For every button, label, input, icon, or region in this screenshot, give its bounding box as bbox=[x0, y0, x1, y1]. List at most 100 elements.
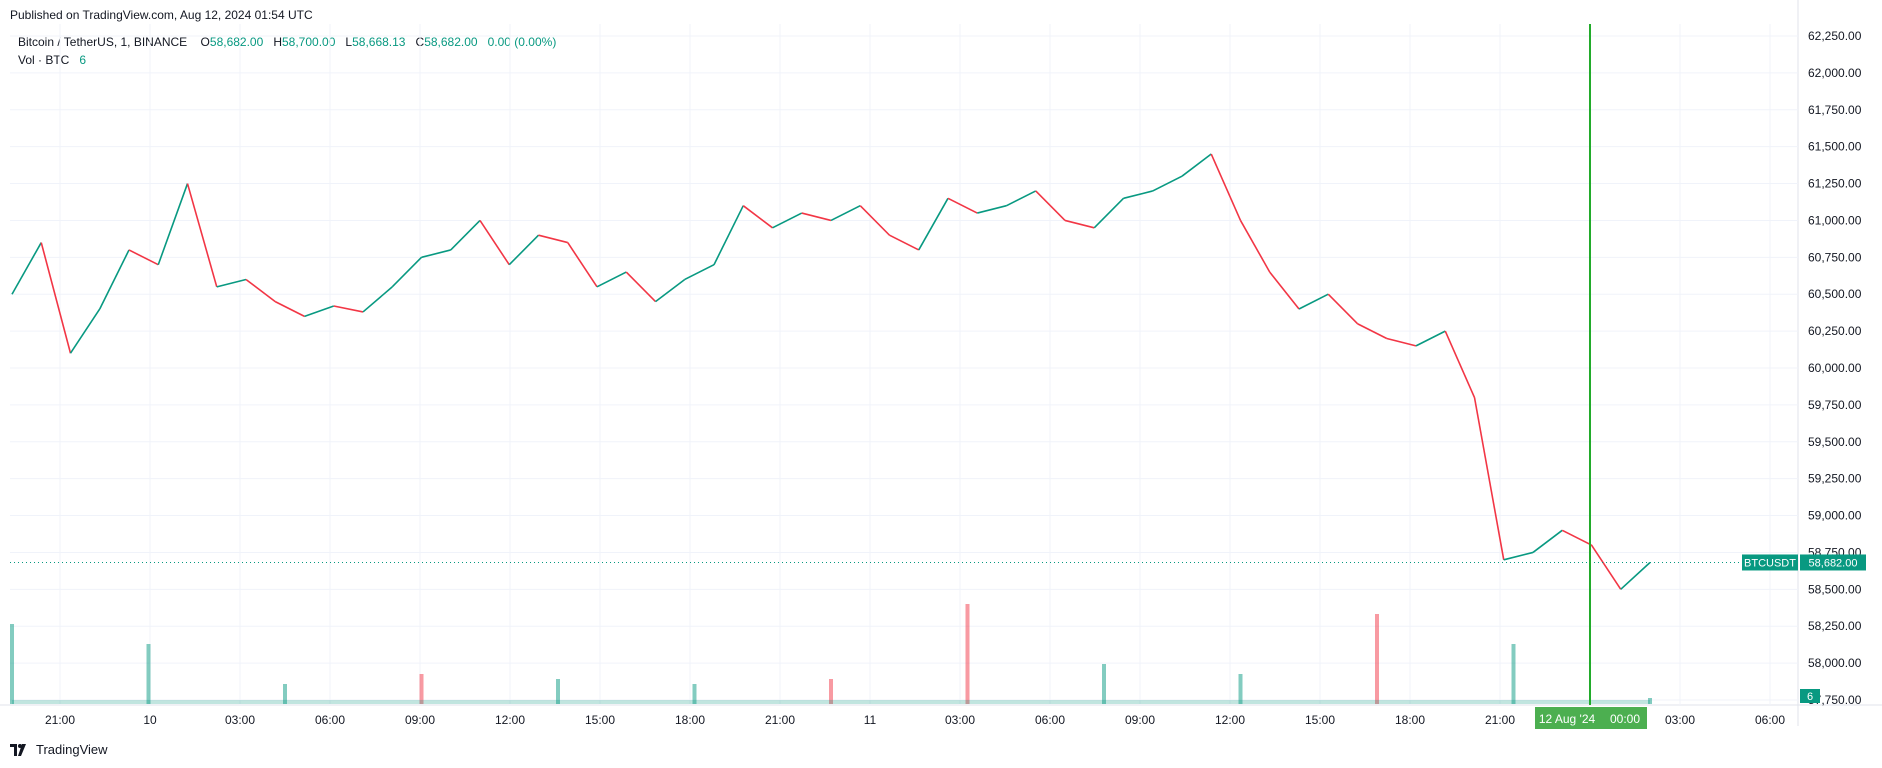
last-price-tag-bg bbox=[1800, 554, 1866, 571]
x-tick-label: 06:00 bbox=[1755, 713, 1785, 727]
price-segment bbox=[1035, 190, 1066, 222]
x-tick-label: 03:00 bbox=[1665, 713, 1695, 727]
price-segment bbox=[1386, 337, 1417, 347]
price-segment bbox=[1532, 529, 1563, 554]
volume-bar bbox=[829, 679, 833, 704]
y-tick-label: 59,750.00 bbox=[1808, 398, 1862, 412]
price-segment bbox=[1123, 190, 1153, 200]
symbol-tag-bg bbox=[1742, 554, 1798, 571]
open-value: 58,682.00 bbox=[209, 35, 264, 49]
x-tick-label: 12:00 bbox=[495, 713, 525, 727]
y-tick-label: 61,250.00 bbox=[1808, 177, 1862, 191]
y-tick-label: 61,000.00 bbox=[1808, 213, 1862, 227]
price-segment bbox=[1620, 561, 1651, 590]
volume-bar bbox=[1648, 698, 1652, 704]
price-segment bbox=[538, 234, 568, 244]
price-segment bbox=[128, 249, 159, 266]
price-segment bbox=[362, 286, 393, 313]
price-segment bbox=[1152, 175, 1183, 192]
x-tick-label: 03:00 bbox=[945, 713, 975, 727]
price-segment bbox=[977, 204, 1007, 214]
crosshair-date: 12 Aug '24 bbox=[1539, 712, 1596, 726]
price-segment bbox=[859, 205, 891, 236]
tradingview-logo-icon bbox=[10, 743, 26, 756]
low-value: 58,668.13 bbox=[352, 35, 406, 49]
price-segment bbox=[216, 278, 247, 288]
volume-baseline bbox=[12, 700, 1650, 704]
y-tick-label: 57,750.00 bbox=[1808, 693, 1862, 707]
price-segment bbox=[655, 278, 686, 303]
price-segment bbox=[40, 242, 72, 354]
x-tick-label: 11 bbox=[864, 713, 877, 727]
crosshair-date-badge bbox=[1535, 707, 1647, 729]
y-tick-label: 58,500.00 bbox=[1808, 582, 1862, 596]
price-segment bbox=[1415, 330, 1446, 347]
high-key: H bbox=[273, 35, 282, 49]
price-segment bbox=[1239, 220, 1271, 273]
volume-bar bbox=[146, 644, 151, 704]
price-segment bbox=[1210, 153, 1242, 221]
price-segment bbox=[69, 308, 101, 354]
price-segment bbox=[11, 242, 42, 295]
price-segment bbox=[567, 242, 598, 288]
volume-bar bbox=[1511, 644, 1516, 704]
volume-tag-bg bbox=[1800, 689, 1820, 703]
open-key: O bbox=[200, 35, 210, 49]
footer-brand[interactable]: TradingView bbox=[36, 742, 108, 757]
volume-bar bbox=[556, 679, 560, 704]
x-tick-label: 18:00 bbox=[1395, 713, 1425, 727]
y-tick-label: 58,250.00 bbox=[1808, 619, 1862, 633]
y-tick-label: 58,000.00 bbox=[1808, 656, 1862, 670]
x-tick-label: 06:00 bbox=[315, 713, 345, 727]
x-tick-label: 12:00 bbox=[1215, 713, 1245, 727]
volume-label[interactable]: Vol · BTC bbox=[18, 53, 70, 67]
x-tick-label: 15:00 bbox=[1305, 713, 1335, 727]
volume-bar bbox=[419, 674, 424, 704]
price-segment bbox=[421, 249, 451, 259]
price-segment bbox=[304, 305, 335, 318]
price-segment bbox=[1064, 219, 1095, 229]
y-tick-label: 62,250.00 bbox=[1808, 29, 1862, 43]
x-tick-label: 09:00 bbox=[405, 713, 435, 727]
symbol-tag: BTCUSDT bbox=[1744, 557, 1796, 569]
price-segment bbox=[1590, 544, 1622, 590]
last-price-tag: 58,682.00 bbox=[1809, 557, 1858, 569]
price-segment bbox=[1473, 397, 1505, 560]
price-segment bbox=[889, 234, 920, 251]
close-value: 58,682.00 bbox=[424, 35, 478, 49]
price-segment bbox=[274, 300, 305, 318]
price-segment bbox=[1503, 551, 1534, 561]
y-tick-label: 60,000.00 bbox=[1808, 361, 1862, 375]
price-segment bbox=[1269, 271, 1300, 310]
price-segment bbox=[333, 305, 364, 313]
volume-bar bbox=[1375, 614, 1379, 704]
price-segment bbox=[508, 234, 540, 266]
y-tick-label: 60,750.00 bbox=[1808, 250, 1862, 264]
high-value: 58,700.00 bbox=[281, 35, 336, 49]
volume-bar bbox=[965, 604, 970, 704]
x-tick-label: 09:00 bbox=[1125, 713, 1155, 727]
price-segment bbox=[1357, 323, 1388, 340]
footer: TradingView bbox=[10, 742, 108, 757]
y-tick-label: 62,000.00 bbox=[1808, 66, 1862, 80]
price-segment bbox=[245, 278, 276, 303]
legend-volume-row: Vol · BTC 6 bbox=[18, 51, 556, 69]
y-tick-label: 59,500.00 bbox=[1808, 435, 1862, 449]
crosshair-time: 00:00 bbox=[1610, 712, 1640, 726]
x-tick-label: 18:00 bbox=[675, 713, 705, 727]
price-segment bbox=[713, 205, 744, 266]
y-tick-label: 61,750.00 bbox=[1808, 103, 1862, 117]
price-segment bbox=[391, 256, 423, 288]
published-header: Published on TradingView.com, Aug 12, 20… bbox=[10, 8, 313, 22]
y-tick-label: 60,500.00 bbox=[1808, 287, 1862, 301]
price-segment bbox=[1444, 330, 1476, 398]
volume-tag: 6 bbox=[1807, 691, 1813, 703]
price-segment bbox=[186, 183, 218, 288]
x-tick-label: 21:00 bbox=[1485, 713, 1515, 727]
price-segment bbox=[801, 212, 832, 222]
volume-value: 6 bbox=[79, 53, 87, 67]
price-segment bbox=[1327, 293, 1359, 325]
x-tick-label: 21:00 bbox=[45, 713, 75, 727]
price-segment bbox=[157, 183, 189, 265]
